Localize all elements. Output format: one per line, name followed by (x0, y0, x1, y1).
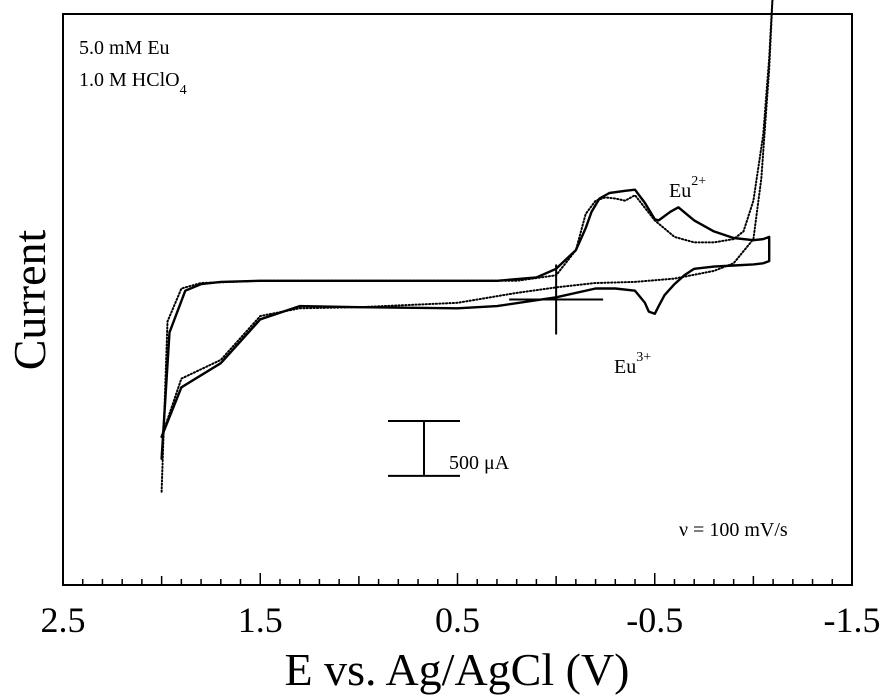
x-tick-label: 2.5 (41, 600, 86, 640)
x-tick-label: -0.5 (626, 600, 683, 640)
solid-cv-curve (160, 188, 771, 460)
eu2-main: Eu (669, 180, 691, 202)
current-scale-bar (388, 420, 460, 477)
scan-rate-label: ν = 100 mV/s (679, 519, 788, 541)
eu3-peak-label: Eu3+ (614, 350, 651, 378)
origin-crosshair (509, 264, 604, 335)
hclo4-main: 1.0 M HClO (79, 69, 180, 91)
series-layer (160, 0, 774, 493)
dotted-cv-curve (160, 0, 774, 493)
eu3-superscript: 3+ (636, 350, 651, 365)
x-axis-ticks (62, 573, 853, 585)
x-tick-label: 1.5 (238, 600, 283, 640)
eu2-superscript: 2+ (691, 174, 706, 189)
eu3-main: Eu (614, 356, 636, 378)
y-axis-title: Current (4, 230, 55, 371)
concentration-label-eu: 5.0 mM Eu (79, 37, 170, 59)
scale-bar-label: 500 μA (449, 452, 510, 474)
x-axis-tick-labels: 2.5 1.5 0.5 -0.5 -1.5 (41, 600, 881, 640)
concentration-label-hclo4: 1.0 M HClO4 (79, 69, 187, 98)
x-tick-label: 0.5 (435, 600, 480, 640)
hclo4-subscript: 4 (180, 83, 187, 98)
eu2-peak-label: Eu2+ (669, 174, 706, 202)
x-axis-title: E vs. Ag/AgCl (V) (285, 644, 630, 695)
x-tick-label: -1.5 (824, 600, 881, 640)
